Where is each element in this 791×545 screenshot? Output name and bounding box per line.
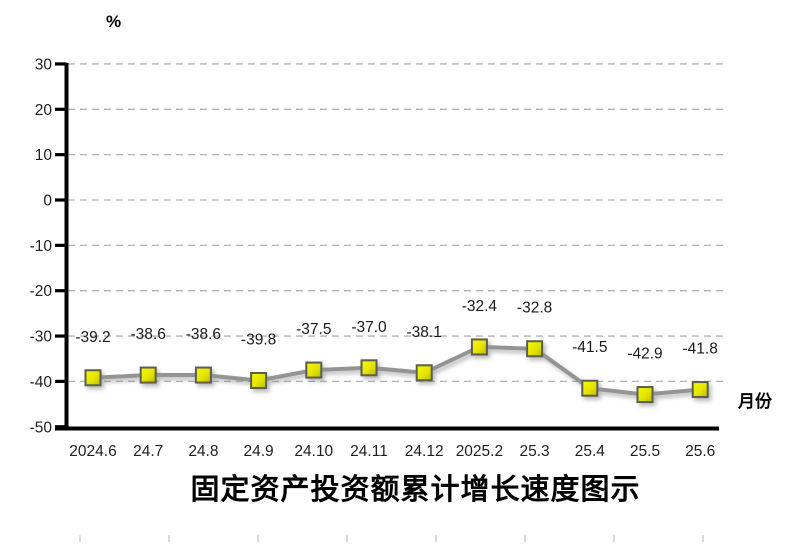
data-point-marker — [581, 379, 599, 397]
x-axis-tick-label: 2025.2 — [456, 443, 503, 460]
y-axis-tick-label: 0 — [43, 193, 52, 210]
data-point-marker — [636, 386, 654, 404]
data-point-marker — [305, 361, 323, 379]
data-point-marker — [526, 340, 544, 358]
chart-title: 固定资产投资额累计增长速度图示 — [190, 474, 641, 506]
y-axis-tick-label: 20 — [35, 102, 53, 119]
data-point-label: -42.9 — [627, 346, 662, 363]
data-point-label: -37.5 — [296, 321, 331, 338]
data-point-marker — [139, 366, 157, 384]
x-axis-tick-label: 24.8 — [188, 443, 218, 460]
data-point-label: -41.8 — [683, 341, 718, 358]
y-axis-tick-label: -10 — [30, 238, 53, 255]
data-point-marker — [250, 371, 268, 389]
data-point-label: -32.8 — [517, 300, 552, 317]
y-axis-tick-label: -50 — [30, 419, 53, 436]
data-point-label: -38.6 — [131, 326, 166, 343]
x-axis-unit-label: 月份 — [738, 392, 772, 411]
x-axis-tick-label: 25.4 — [575, 443, 606, 460]
x-axis-tick-label: 24.7 — [133, 443, 163, 460]
series-line — [92, 344, 701, 397]
data-point-marker — [470, 338, 488, 356]
x-axis-tick-label: 24.9 — [244, 443, 274, 460]
x-axis-tick-label: 25.3 — [520, 443, 550, 460]
data-point-label: -37.0 — [351, 319, 387, 336]
y-axis-tick-label: -30 — [30, 329, 53, 346]
data-point-marker — [360, 359, 378, 377]
y-axis-tick-label: -20 — [30, 283, 53, 300]
data-point-label: -38.1 — [407, 324, 442, 341]
x-axis-tick-label: 25.6 — [685, 443, 715, 460]
data-point-label: -39.2 — [75, 329, 110, 346]
data-point-label: -41.5 — [572, 339, 607, 356]
data-point-label: -38.6 — [186, 326, 221, 343]
x-axis-tick-label: 24.12 — [405, 443, 444, 460]
data-point-label: -39.8 — [241, 331, 276, 348]
y-axis-tick-label: -40 — [30, 374, 53, 391]
data-point-label: -32.4 — [462, 298, 498, 315]
x-axis-tick-label: 24.10 — [294, 443, 333, 460]
x-axis-tick-label: 24.11 — [350, 443, 388, 460]
x-axis-tick-label: 2024.6 — [69, 443, 116, 460]
data-series — [84, 338, 709, 404]
data-point-marker — [691, 381, 709, 399]
data-point-marker — [84, 369, 102, 387]
y-axis-tick-label: 30 — [35, 56, 53, 73]
x-axis-tick-label: 25.5 — [630, 443, 660, 460]
data-point-marker — [415, 364, 433, 382]
y-axis-unit-label: % — [106, 12, 122, 31]
data-point-marker — [194, 366, 212, 384]
y-axis-tick-label: 10 — [35, 147, 53, 164]
